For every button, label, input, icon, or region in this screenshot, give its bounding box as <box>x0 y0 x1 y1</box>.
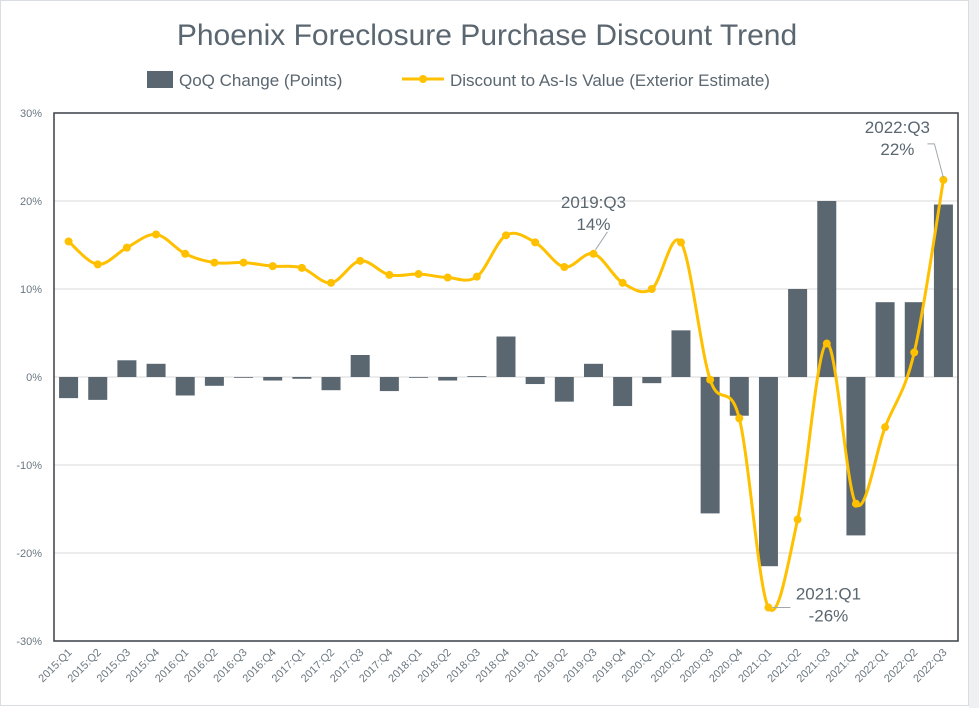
legend: QoQ Change (Points) Discount to As-Is Va… <box>147 71 770 90</box>
bar <box>525 377 545 385</box>
legend-marker-line <box>419 75 427 83</box>
bar <box>409 377 429 378</box>
bar <box>117 360 137 377</box>
bar <box>671 330 691 377</box>
annotation-leader <box>595 231 608 251</box>
line-point <box>881 423 890 432</box>
line-point <box>356 256 365 265</box>
bar <box>88 377 108 400</box>
line-point <box>93 260 102 269</box>
line-point <box>764 603 773 612</box>
bar <box>379 377 399 392</box>
bar <box>467 376 487 377</box>
bar <box>554 377 574 402</box>
annotation-value: -26% <box>809 607 849 626</box>
line-point <box>443 273 452 282</box>
line-point <box>327 278 336 287</box>
line-point <box>502 231 510 240</box>
bar <box>350 355 370 377</box>
y-tick-label: -30% <box>16 636 42 648</box>
annotation-label: 2019:Q3 <box>561 193 626 212</box>
legend-label-line: Discount to As-Is Value (Exterior Estima… <box>450 71 770 90</box>
bar <box>758 377 778 567</box>
line-point <box>152 230 161 239</box>
bar <box>788 289 808 377</box>
line-point <box>560 263 569 271</box>
line-point <box>589 249 598 258</box>
line-point <box>851 499 860 508</box>
line-series <box>67 179 945 612</box>
y-tick-label: 30% <box>20 108 42 120</box>
line-point <box>618 278 627 287</box>
bar <box>292 377 312 379</box>
line-point <box>297 263 306 272</box>
bar <box>700 377 720 514</box>
annotation-value: 14% <box>576 215 610 234</box>
line-point <box>268 262 277 271</box>
chart-title: Phoenix Foreclosure Purchase Discount Tr… <box>177 19 797 52</box>
scroll-strip <box>969 0 979 708</box>
bar <box>263 377 283 381</box>
line-point <box>385 270 394 279</box>
y-tick-label: -20% <box>16 548 42 560</box>
line-point <box>822 339 831 348</box>
bar <box>933 204 953 377</box>
bar <box>729 377 749 416</box>
bar <box>846 377 866 536</box>
y-tick-label: -10% <box>16 460 42 472</box>
bar <box>204 377 224 386</box>
line-point <box>793 515 802 524</box>
bar <box>59 377 79 399</box>
line-point <box>735 414 744 423</box>
line-point <box>706 375 715 384</box>
plot-area-border <box>53 112 959 642</box>
y-tick-label: 0% <box>26 372 42 384</box>
bar <box>321 377 341 391</box>
line-point <box>939 175 948 184</box>
line-point <box>676 238 685 247</box>
bar <box>613 377 633 407</box>
annotation-label: 2021:Q1 <box>796 585 861 604</box>
bar <box>438 377 458 381</box>
line-point <box>122 243 131 252</box>
bar <box>817 201 837 377</box>
line-point <box>181 249 190 258</box>
line-point <box>64 237 73 246</box>
y-tick-label: 20% <box>20 196 42 208</box>
bar <box>146 363 166 377</box>
bar <box>642 377 662 384</box>
y-tick-label: 10% <box>20 284 42 296</box>
line-point <box>647 285 656 293</box>
bar <box>875 302 895 377</box>
annotation-value: 22% <box>880 140 914 159</box>
bar <box>175 377 195 396</box>
line-point <box>910 348 919 357</box>
bar <box>496 336 516 377</box>
line-point <box>472 272 481 281</box>
line-point <box>531 238 540 247</box>
bar <box>583 363 603 377</box>
legend-swatch-bar <box>147 71 173 88</box>
line-point <box>239 258 248 267</box>
bar <box>904 302 924 377</box>
bar <box>234 377 254 378</box>
line-point <box>210 258 219 267</box>
annotation-label: 2022:Q3 <box>865 118 930 137</box>
annotation-leader <box>927 143 944 179</box>
legend-label-bar: QoQ Change (Points) <box>179 71 342 90</box>
line-point <box>414 270 423 279</box>
